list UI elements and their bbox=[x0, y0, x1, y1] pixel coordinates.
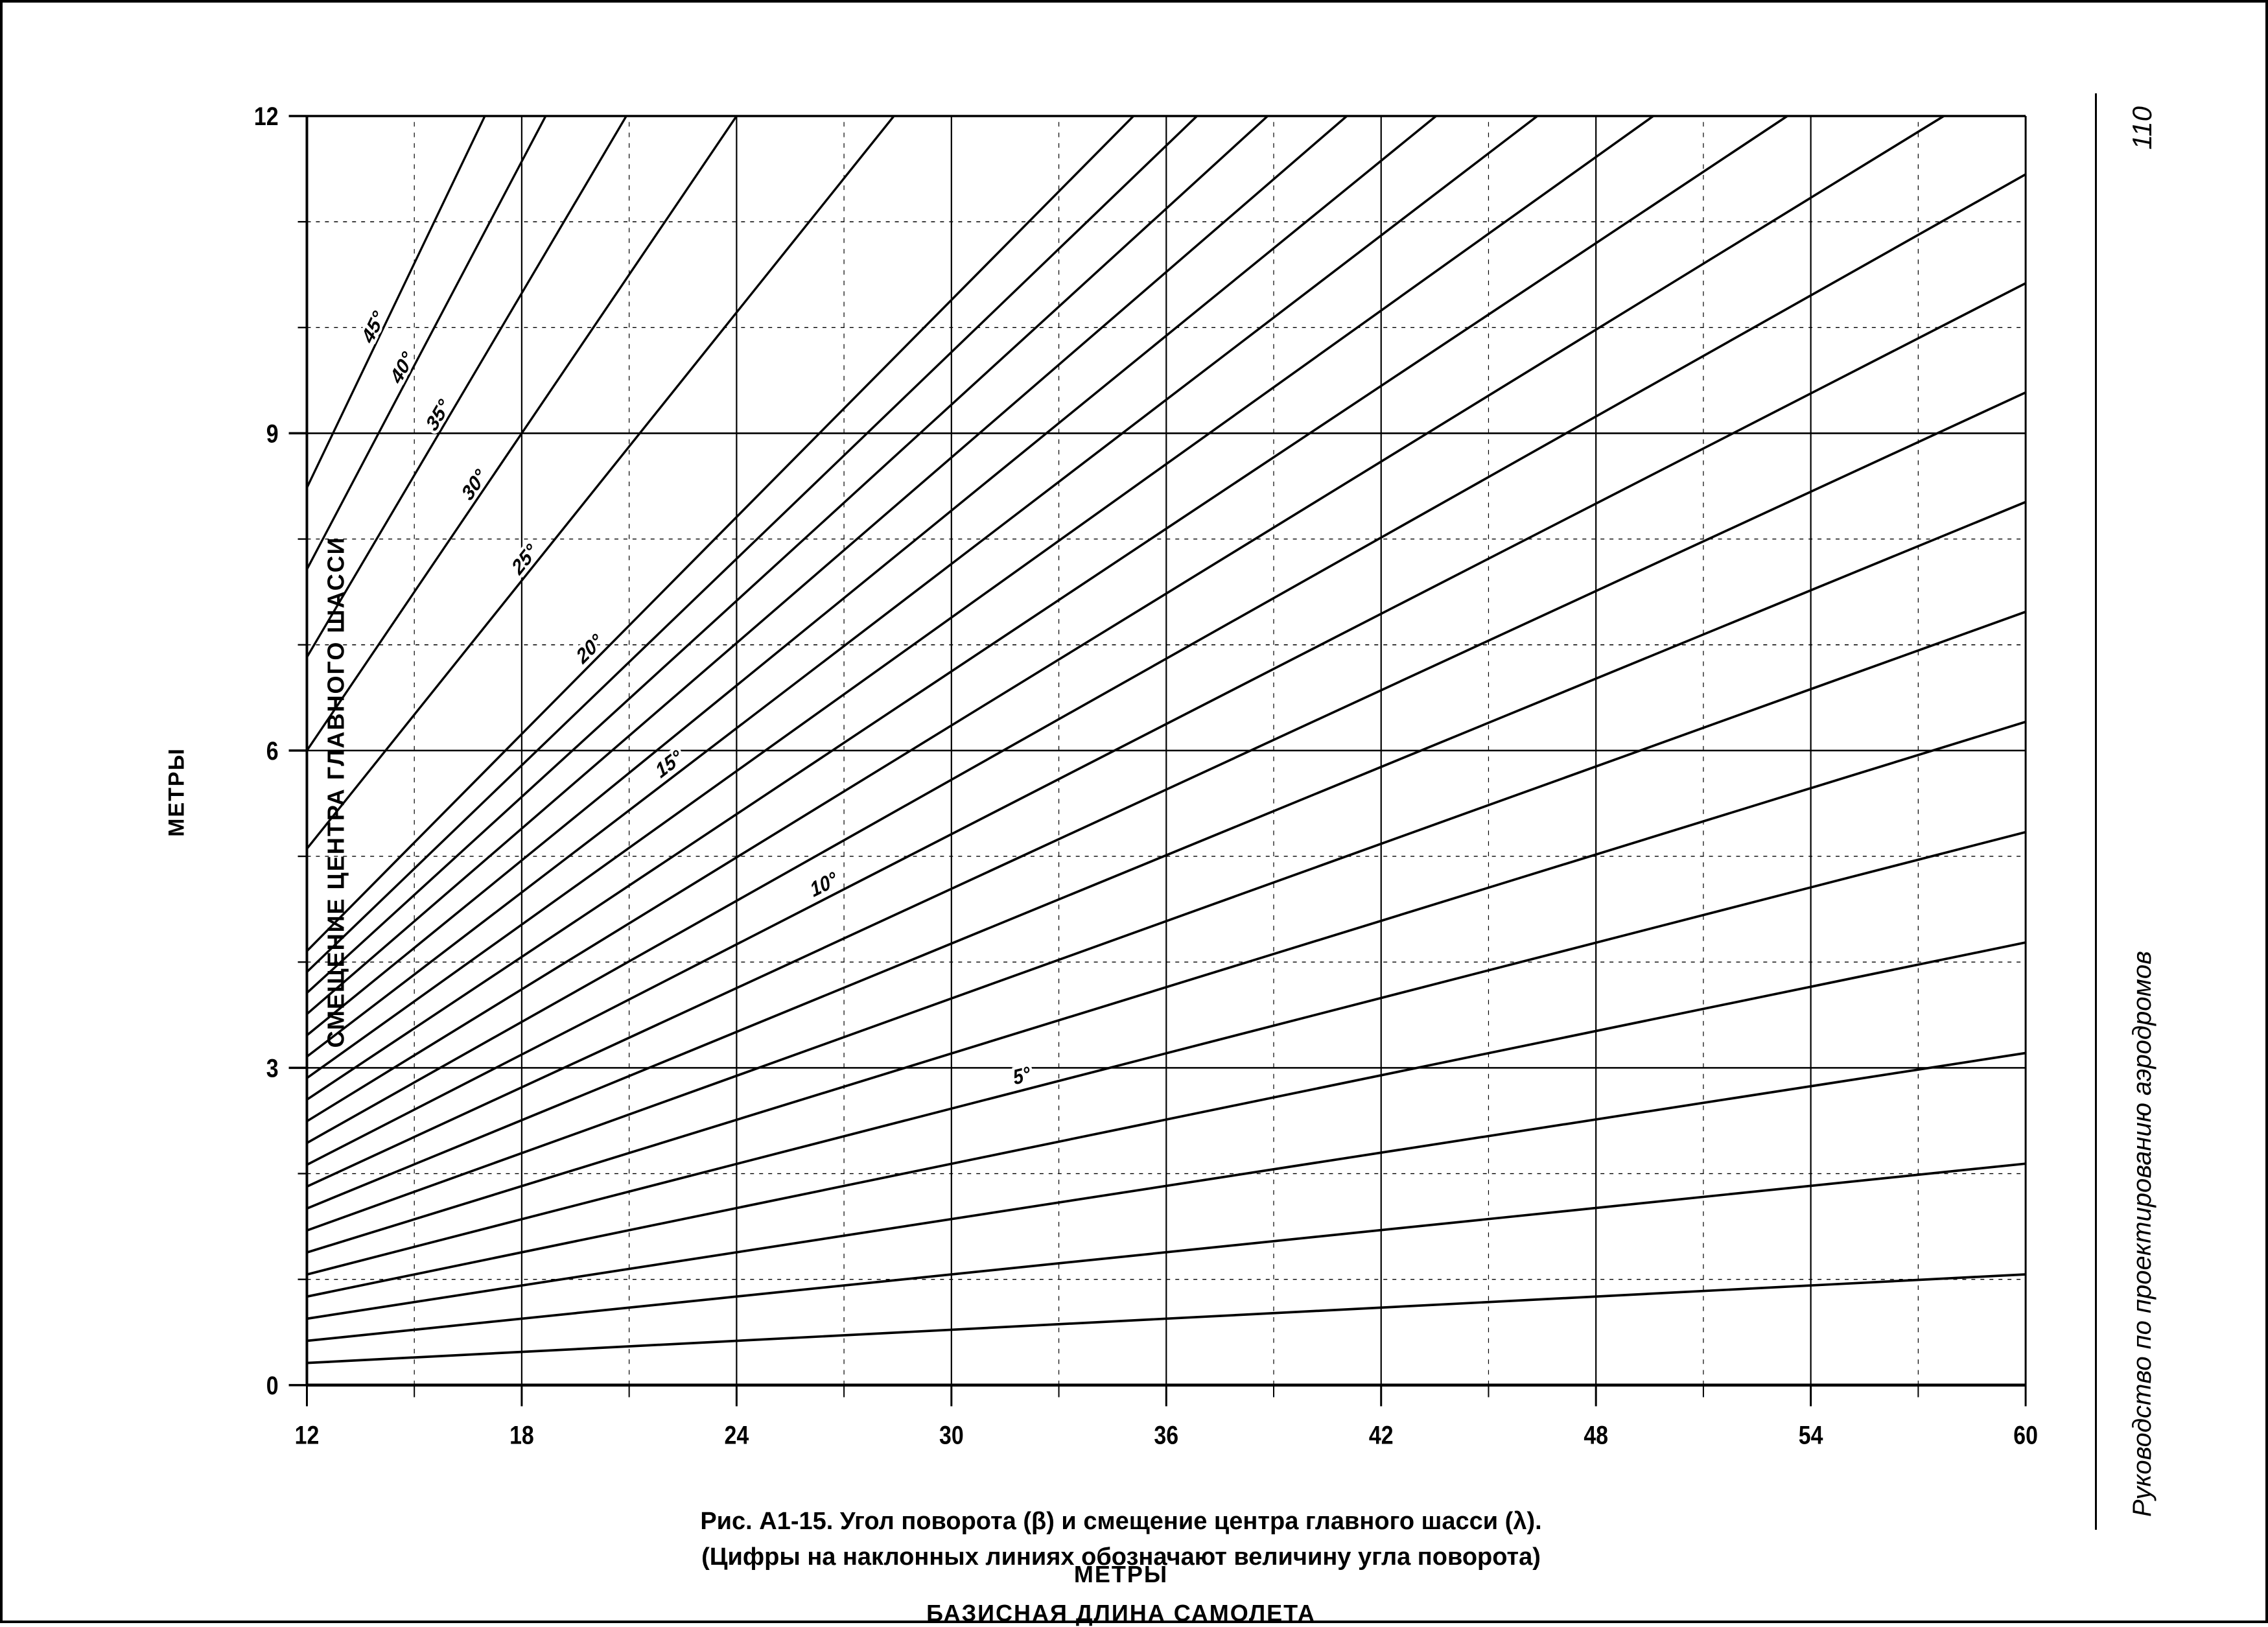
angle-label: 20° bbox=[572, 629, 607, 668]
x-tick-label: 30 bbox=[939, 1421, 964, 1449]
page: 110 Руководство по проектированию аэродр… bbox=[0, 0, 2268, 1623]
page-number: 110 bbox=[2127, 106, 2158, 150]
y-tick-label: 0 bbox=[266, 1371, 279, 1399]
angle-label: 35° bbox=[423, 395, 454, 436]
caption-line-2: (Цифры на наклонных линиях обозначают ве… bbox=[197, 1539, 2045, 1575]
x-tick-label: 54 bbox=[1799, 1421, 1823, 1449]
angle-line bbox=[307, 116, 485, 487]
angle-label: 45° bbox=[358, 307, 389, 347]
angle-line bbox=[307, 116, 1537, 1057]
angle-line bbox=[307, 116, 1436, 1035]
angle-label: 5° bbox=[1011, 1062, 1033, 1090]
angle-label: 10° bbox=[808, 868, 841, 902]
angle-label: 40° bbox=[386, 348, 418, 388]
chart-container: СМЕЩЕНИЕ ЦЕНТРА ГЛАВНОГО ШАССИ МЕТРЫ МЕТ… bbox=[197, 93, 2045, 1491]
angle-line bbox=[307, 116, 1787, 1099]
right-header: 110 Руководство по проектированию аэродр… bbox=[2095, 93, 2188, 1530]
x-tick-label: 12 bbox=[295, 1421, 320, 1449]
x-tick-label: 60 bbox=[2013, 1421, 2038, 1449]
y-tick-label: 6 bbox=[266, 736, 279, 765]
running-title: Руководство по проектированию аэродромов bbox=[2128, 951, 2157, 1517]
y-axis-title: СМЕЩЕНИЕ ЦЕНТРА ГЛАВНОГО ШАССИ bbox=[323, 536, 350, 1048]
y-tick-label: 3 bbox=[266, 1054, 279, 1083]
caption-line-1: Рис. А1-15. Угол поворота (β) и смещение… bbox=[197, 1504, 2045, 1539]
angle-label: 30° bbox=[458, 465, 491, 504]
angle-line bbox=[307, 116, 545, 569]
x-tick-label: 42 bbox=[1369, 1421, 1394, 1449]
x-tick-label: 18 bbox=[509, 1421, 534, 1449]
angle-line bbox=[307, 116, 1944, 1121]
chart-svg: 1218243036424854600369125°5°10°10°15°15°… bbox=[197, 93, 2045, 1491]
angle-line bbox=[307, 116, 894, 849]
x-tick-label: 24 bbox=[725, 1421, 749, 1449]
x-tick-label: 48 bbox=[1584, 1421, 1608, 1449]
y-axis-unit: МЕТРЫ bbox=[164, 747, 189, 837]
angle-line bbox=[307, 116, 1197, 972]
figure-caption: Рис. А1-15. Угол поворота (β) и смещение… bbox=[197, 1504, 2045, 1575]
x-tick-label: 36 bbox=[1154, 1421, 1178, 1449]
y-tick-label: 9 bbox=[266, 419, 279, 448]
angle-label: 25° bbox=[508, 539, 541, 579]
y-tick-label: 12 bbox=[254, 102, 279, 130]
